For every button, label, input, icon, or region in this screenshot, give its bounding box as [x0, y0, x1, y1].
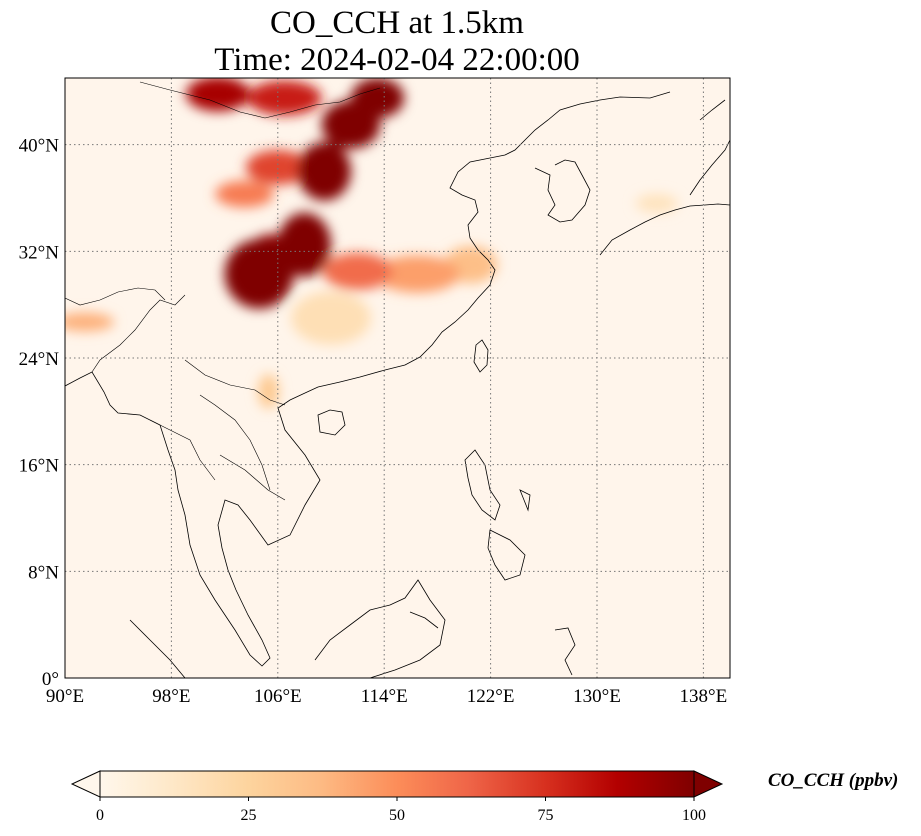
co-plume: [257, 374, 280, 409]
co-plume: [323, 252, 393, 290]
colorbar-tick-label: 50: [389, 807, 405, 824]
coastlines-and-borders: [65, 81, 730, 678]
border-indochina: [91, 294, 286, 501]
co-plume: [350, 78, 405, 118]
co-plume: [65, 312, 115, 332]
coastline-japan: [599, 99, 730, 256]
coastline-korea: [534, 159, 591, 223]
colorbar-ticks: 0 25 50 75 100: [96, 797, 706, 824]
latitude-label: 24°N: [19, 349, 60, 370]
co-plume: [297, 142, 351, 201]
chart-title: CO_CCH at 1.5km: [270, 5, 524, 41]
coastline-sumatra: [129, 619, 186, 678]
latitude-label: 40°N: [19, 136, 60, 157]
coastline-taiwan: [473, 339, 489, 373]
longitude-label: 106°E: [254, 686, 302, 707]
colorbar-extend-min: [70, 770, 101, 798]
co-plume: [291, 291, 371, 345]
longitude-tick-labels: 90°E 98°E 106°E 114°E 122°E 130°E 138°E: [46, 686, 727, 707]
co-plume: [245, 150, 310, 185]
border-himalaya: [65, 287, 166, 306]
longitude-label: 138°E: [680, 686, 728, 707]
coastline-sulawesi: [554, 627, 576, 676]
colorbar-gradient: [100, 771, 694, 797]
co-plume: [224, 239, 294, 309]
co-plume: [277, 212, 331, 277]
co-plume: [186, 78, 250, 112]
colorbar-tick-label: 75: [538, 807, 554, 824]
co-plume: [635, 194, 679, 213]
latitude-tick-labels: 0° 8°N 16°N 24°N 32°N 40°N: [19, 136, 60, 690]
latitude-label: 16°N: [19, 456, 60, 477]
map-area: [64, 77, 731, 679]
co-plume: [247, 80, 322, 116]
coastline-borneo: [314, 579, 446, 678]
longitude-label: 130°E: [573, 686, 621, 707]
longitude-label: 90°E: [46, 686, 84, 707]
co-concentration-field: [65, 78, 679, 409]
coastline-hainan: [317, 409, 346, 436]
map-background: [65, 78, 730, 678]
coastline-philippines: [464, 449, 531, 581]
latitude-label: 0°: [42, 669, 59, 690]
longitude-label: 122°E: [467, 686, 515, 707]
colorbar-label: CO_CCH (ppbv): [768, 770, 899, 791]
longitude-label: 114°E: [361, 686, 408, 707]
chart-subtitle-time: Time: 2024-02-04 22:00:00: [214, 42, 580, 78]
colorbar-tick-label: 25: [241, 807, 257, 824]
co-plume: [215, 180, 274, 208]
colorbar-tick-label: 100: [682, 807, 706, 824]
latitude-label: 32°N: [19, 242, 60, 263]
colorbar: 0 25 50 75 100: [70, 770, 724, 824]
co-plume: [374, 255, 461, 293]
longitude-label: 98°E: [152, 686, 190, 707]
colorbar-extend-max: [693, 770, 724, 798]
colorbar-tick-label: 0: [96, 807, 104, 824]
coastline-asia: [65, 91, 671, 667]
map-frame: [64, 77, 731, 679]
latitude-label: 8°N: [28, 562, 59, 583]
